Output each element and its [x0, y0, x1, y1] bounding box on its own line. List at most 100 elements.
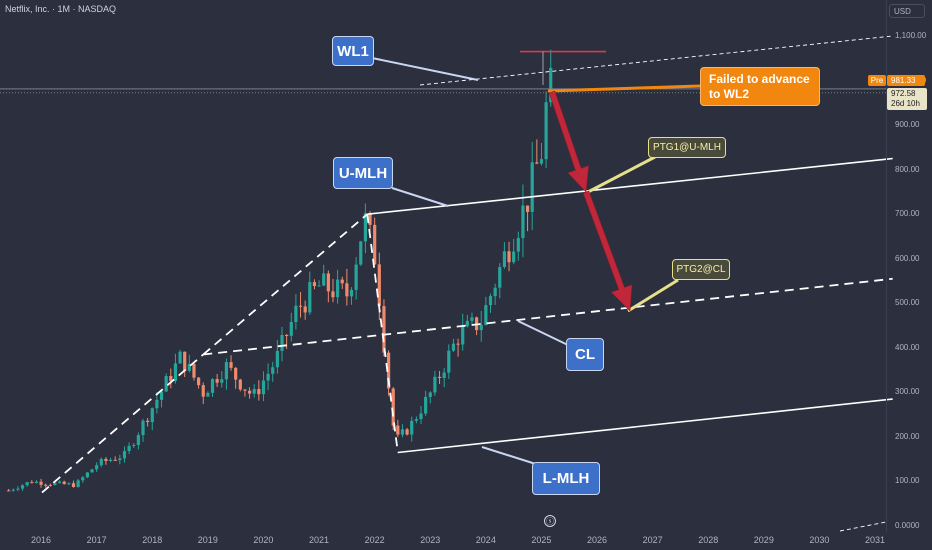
candle-body	[252, 388, 256, 394]
candle-body	[470, 317, 474, 321]
x-tick-label: 2029	[753, 535, 774, 545]
candle-body	[349, 289, 354, 297]
price-axis[interactable]	[886, 0, 932, 532]
candle-body	[521, 205, 525, 239]
candle-body	[414, 419, 418, 421]
candle-body	[294, 305, 298, 322]
x-tick-label: 2030	[809, 535, 830, 545]
x-tick-label: 2016	[31, 535, 52, 545]
candle-body	[99, 458, 103, 466]
candle-body	[159, 391, 164, 400]
candle-body	[340, 279, 344, 284]
candle-body	[85, 472, 90, 478]
candle-body	[442, 372, 446, 378]
candle-body	[271, 367, 275, 374]
candle-body	[433, 376, 437, 393]
l-mlh-line	[397, 398, 893, 454]
center-line	[203, 277, 893, 356]
candle-body	[465, 320, 469, 327]
candle-body	[410, 420, 414, 435]
ptg2-label[interactable]: PTG2@CL	[672, 259, 730, 280]
wl1-label[interactable]: WL1	[332, 36, 374, 66]
candle-body	[382, 306, 386, 353]
candle-body	[90, 469, 94, 473]
candle-body	[535, 162, 539, 164]
candle-body	[308, 282, 312, 313]
wl1-pointer	[371, 57, 479, 81]
candle-body	[183, 351, 187, 371]
candle-body	[224, 362, 229, 380]
candle-body	[67, 483, 71, 485]
candle-body	[377, 264, 381, 307]
candle-body	[373, 224, 377, 265]
candle-body	[507, 251, 511, 263]
candle-body	[363, 213, 368, 242]
candle-body	[136, 435, 140, 445]
x-tick-label: 2028	[698, 535, 719, 545]
candle-body	[127, 445, 131, 452]
u-mlh-label[interactable]: U-MLH	[333, 157, 393, 189]
l-mlh-label[interactable]: L-MLH	[532, 462, 600, 495]
failed-advance-label[interactable]: Failed to advance to WL2	[700, 67, 820, 106]
ptg1-label[interactable]: PTG1@U-MLH	[648, 137, 726, 158]
source-icon[interactable]: ⓢ	[544, 515, 556, 527]
candle-body	[317, 285, 321, 287]
candle-body	[132, 444, 136, 446]
candle-body	[192, 363, 196, 378]
y-tick-label: 700.00	[895, 209, 920, 219]
y-tick-label: 900.00	[895, 120, 920, 130]
y-tick-label: 1,100.00	[895, 31, 927, 40]
candle-body	[484, 305, 488, 325]
candle-body	[39, 481, 43, 485]
u-mlh-pointer	[391, 187, 449, 207]
arrow-to-ptg2	[582, 190, 633, 312]
candle-body	[447, 350, 451, 373]
candle-body	[391, 388, 395, 426]
y-tick-label: 100.00	[895, 476, 920, 486]
candle-body	[25, 482, 29, 486]
candle-body	[266, 373, 270, 381]
candle-body	[210, 379, 215, 393]
candle-body	[396, 425, 400, 435]
candle-body	[95, 465, 99, 470]
x-tick-label: 2017	[86, 535, 107, 545]
candle-body	[16, 488, 20, 490]
candle-body	[336, 279, 340, 298]
candle-body	[549, 67, 553, 103]
ticker-title: Netflix, Inc. · 1M · NASDAQ	[5, 4, 117, 14]
y-tick-label: 800.00	[895, 164, 920, 174]
candle-body	[44, 484, 48, 486]
candle-body	[331, 291, 335, 298]
x-tick-label: 2026	[587, 535, 608, 545]
ptg1-pointer	[587, 155, 656, 194]
candle-body	[280, 334, 284, 351]
premarket-value: 981.33	[887, 75, 925, 86]
candle-body	[437, 376, 442, 378]
candle-body	[58, 481, 62, 483]
candle-body	[7, 490, 11, 492]
currency-button[interactable]: USD	[889, 4, 925, 18]
candle-body	[456, 343, 460, 345]
candle-body	[539, 159, 544, 164]
candle-body	[275, 350, 279, 368]
failed-line-2: to WL2	[709, 86, 749, 101]
arrow-to-ptg1	[548, 90, 590, 193]
cl-label[interactable]: CL	[566, 338, 604, 371]
candle-body	[424, 396, 428, 414]
candle-body	[220, 379, 224, 383]
candle-body	[400, 429, 405, 435]
candle-body	[229, 362, 233, 368]
lower-warning-line	[839, 521, 887, 532]
x-tick-label: 2027	[642, 535, 663, 545]
candle-body	[285, 334, 289, 336]
candle-body	[368, 213, 372, 225]
candle-body	[530, 162, 534, 212]
x-tick-label: 2031	[865, 535, 886, 545]
candle-body	[298, 305, 303, 307]
x-tick-label: 2023	[420, 535, 441, 545]
wl1-line	[420, 35, 893, 86]
pivot-connector-c	[366, 214, 399, 453]
candle-body	[512, 251, 516, 263]
candle-body	[354, 264, 358, 290]
